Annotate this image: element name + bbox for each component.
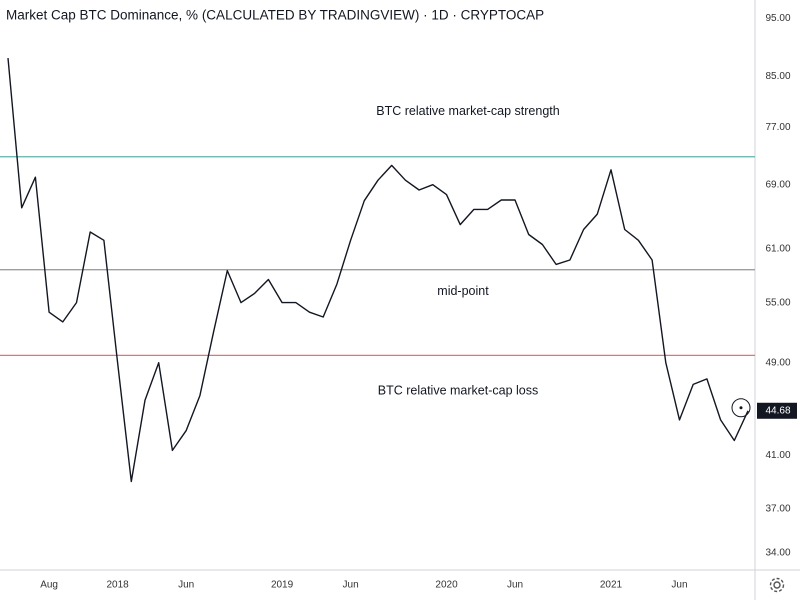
price-line xyxy=(7,58,749,483)
x-tick-label: Jun xyxy=(178,580,194,591)
annotation: mid-point xyxy=(437,284,489,298)
last-point-highlight xyxy=(731,398,751,418)
chart-title: Market Cap BTC Dominance, % (CALCULATED … xyxy=(6,8,544,23)
y-tick-label: 69.00 xyxy=(765,179,790,190)
x-tick-label: Aug xyxy=(40,580,58,591)
price-label-bg xyxy=(757,402,797,419)
price-label: 44.68 xyxy=(765,405,790,416)
settings-icon[interactable] xyxy=(769,577,785,593)
x-tick-label: 2020 xyxy=(435,580,458,591)
last-point xyxy=(739,406,743,410)
y-tick-label: 95.00 xyxy=(765,13,790,24)
y-tick-label: 77.00 xyxy=(765,122,790,133)
gear-teeth xyxy=(769,577,785,593)
y-tick-label: 55.00 xyxy=(765,297,790,308)
x-tick-label: Jun xyxy=(671,580,687,591)
x-tick-label: Jun xyxy=(507,580,523,591)
annotation: BTC relative market-cap strength xyxy=(376,104,559,118)
annotation: BTC relative market-cap loss xyxy=(378,384,538,398)
x-tick-label: Jun xyxy=(343,580,359,591)
y-tick-label: 37.00 xyxy=(765,504,790,515)
x-tick-label: 2019 xyxy=(271,580,294,591)
gear-center xyxy=(773,581,781,589)
y-tick-label: 49.00 xyxy=(765,357,790,368)
y-tick-label: 61.00 xyxy=(765,243,790,254)
x-tick-label: 2018 xyxy=(107,580,130,591)
y-tick-label: 34.00 xyxy=(765,548,790,559)
x-tick-label: 2021 xyxy=(600,580,623,591)
y-tick-label: 85.00 xyxy=(765,71,790,82)
y-tick-label: 41.00 xyxy=(765,450,790,461)
